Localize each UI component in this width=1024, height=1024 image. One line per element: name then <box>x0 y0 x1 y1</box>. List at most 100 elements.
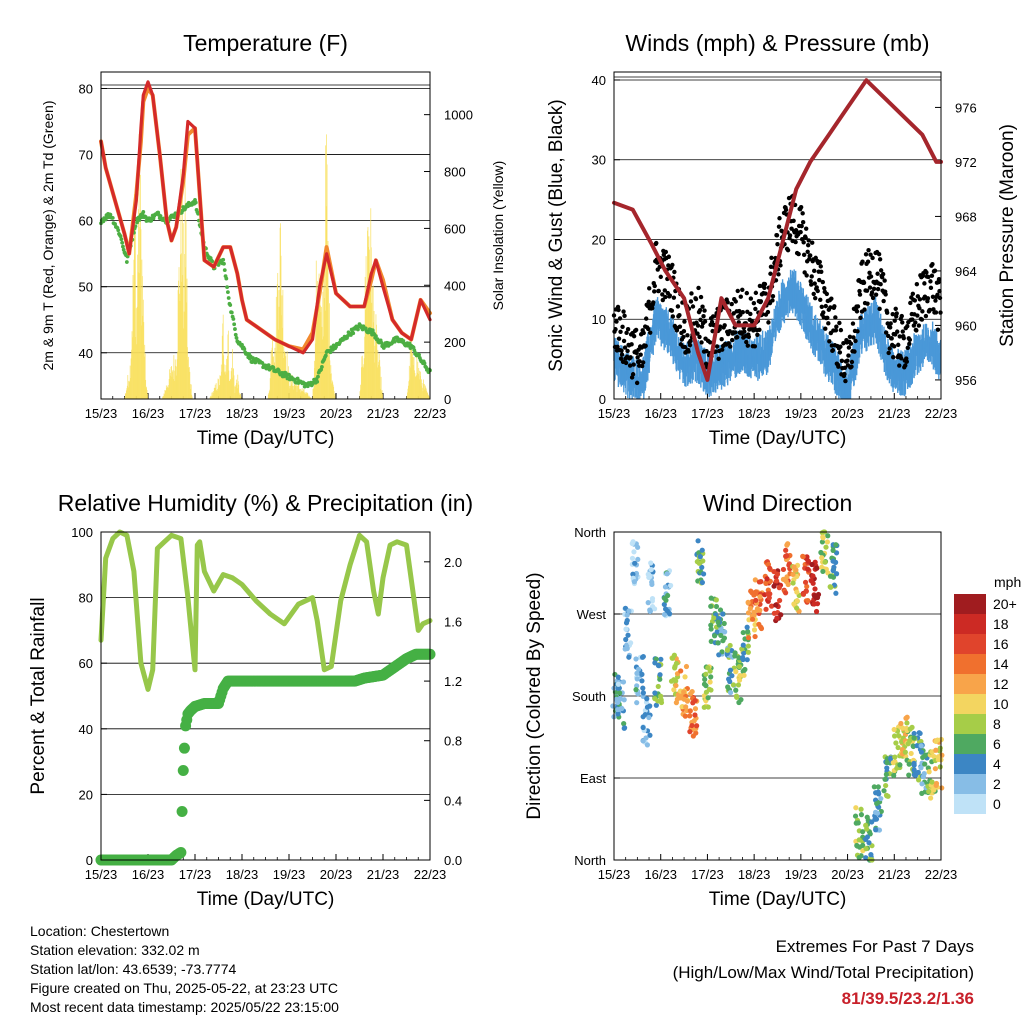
direction-point <box>929 779 935 785</box>
gust-point <box>894 311 899 316</box>
direction-point <box>791 601 797 607</box>
direction-point <box>860 842 866 848</box>
direction-point <box>615 685 621 691</box>
direction-point <box>852 813 859 819</box>
direction-point <box>615 674 621 680</box>
direction-point <box>646 714 652 721</box>
y-tick-label: 80 <box>79 82 93 97</box>
direction-point <box>631 579 637 585</box>
gust-point <box>776 224 782 229</box>
direction-point <box>777 597 783 604</box>
y-tick-label: 40 <box>79 722 93 737</box>
y2-tick-label: 1.2 <box>444 674 462 689</box>
direction-point <box>692 712 698 718</box>
gust-point <box>866 247 871 253</box>
gust-point <box>842 365 848 370</box>
direction-point <box>664 571 670 577</box>
gust-point <box>785 247 791 253</box>
dewpoint-point <box>116 228 121 233</box>
direction-point <box>673 700 680 706</box>
direction-point <box>899 725 906 731</box>
winds-chart: 0 10 20 30 40 15/23 16/23 17/23 18/23 19/23 20/23 2… <box>546 30 1018 449</box>
dewpoint-point <box>392 339 397 344</box>
gust-point <box>740 309 745 315</box>
gust-point <box>877 306 882 312</box>
precip-point <box>178 742 190 754</box>
y2-tick-label: 968 <box>955 209 977 224</box>
direction-point <box>823 544 829 550</box>
x-tick-label: 15/23 <box>85 406 118 421</box>
direction-point <box>856 854 862 861</box>
direction-point <box>626 654 632 660</box>
direction-point <box>749 616 756 622</box>
gust-point <box>836 364 841 369</box>
direction-point <box>628 640 634 646</box>
legend-label: 18 <box>993 616 1009 632</box>
gust-point <box>660 297 665 303</box>
y2-tick-label: 800 <box>444 165 466 180</box>
gust-point <box>762 281 768 287</box>
direction-point <box>776 585 782 591</box>
x-tick-label: 16/23 <box>644 406 677 421</box>
plot-border <box>100 71 431 400</box>
gust-point <box>696 285 701 291</box>
y2-tick-label: 400 <box>444 278 466 293</box>
direction-point <box>928 795 934 801</box>
gust-point <box>777 216 782 221</box>
x-tick-label: 18/23 <box>738 867 771 882</box>
direction-point <box>615 706 621 713</box>
direction-point <box>830 558 836 564</box>
gust-point <box>763 291 768 296</box>
gust-point <box>726 341 731 346</box>
direction-point <box>757 594 763 600</box>
dewpoint-point <box>233 327 237 331</box>
gust-point <box>903 363 908 368</box>
pressure-line <box>612 78 943 382</box>
gust-point <box>926 274 931 280</box>
direction-point <box>658 693 664 699</box>
direction-point <box>895 744 901 751</box>
direction-point <box>708 595 714 601</box>
direction-point <box>902 749 908 755</box>
direction-point <box>697 554 703 560</box>
direction-point <box>708 638 714 645</box>
gust-point <box>924 270 929 275</box>
gust-point <box>755 332 760 337</box>
direction-point <box>646 574 652 580</box>
gust-point <box>634 350 639 356</box>
gust-point <box>883 330 889 335</box>
direction-point <box>708 674 714 680</box>
gust-point <box>753 290 759 296</box>
direction-point <box>715 640 721 646</box>
direction-point <box>767 591 773 597</box>
direction-point <box>884 765 890 771</box>
direction-point <box>811 601 817 607</box>
dewpoint-point <box>119 237 124 242</box>
direction-point <box>647 607 653 613</box>
direction-point <box>864 814 870 820</box>
gust-point <box>687 342 693 348</box>
direction-point <box>648 560 654 566</box>
y2-tick-label: 1.6 <box>444 614 462 629</box>
direction-point <box>735 682 742 688</box>
gust-point <box>905 324 910 329</box>
y2-tick-label: 956 <box>955 373 977 388</box>
direction-point <box>825 533 831 539</box>
gust-point <box>888 321 893 326</box>
direction-point <box>695 538 701 544</box>
gust-point <box>828 305 833 310</box>
direction-point <box>830 568 836 574</box>
dewpoint-point <box>315 379 320 384</box>
direction-point <box>875 784 881 790</box>
legend-label: 4 <box>993 756 1001 772</box>
y-tick-label: 50 <box>79 280 93 295</box>
direction-point <box>907 737 913 744</box>
direction-point <box>678 668 684 674</box>
direction-point <box>621 725 627 731</box>
gust-point <box>907 337 913 343</box>
direction-point <box>693 730 699 736</box>
legend-swatch <box>954 654 986 674</box>
gust-point <box>889 336 894 341</box>
gust-point <box>869 290 875 295</box>
gust-point <box>837 320 842 326</box>
